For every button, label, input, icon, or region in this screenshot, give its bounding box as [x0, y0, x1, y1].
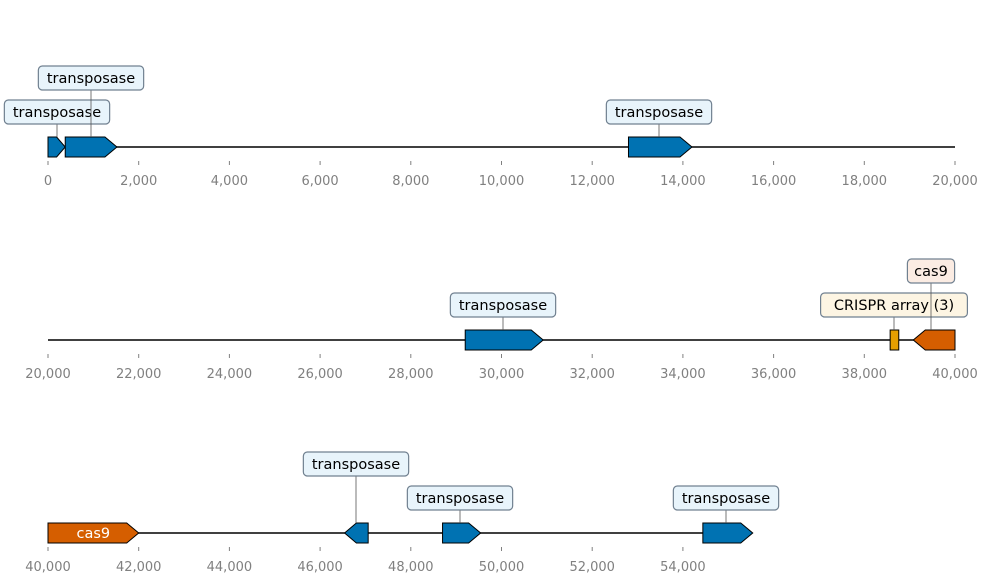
tick-label: 26,000 [297, 367, 343, 382]
transposase-feature[interactable] [47, 136, 66, 158]
feature-label-box [37, 65, 145, 91]
transposase-feature[interactable] [442, 522, 482, 544]
track-1: 0 2,000 4,000 6,000 8,000 10,000 12,000 14,000 1… [3, 65, 978, 189]
tick-label: 20,000 [932, 174, 978, 189]
tick-label: 40,000 [932, 367, 978, 382]
tick-label: 0 [44, 174, 52, 189]
feature-label: transposase [459, 298, 547, 314]
transposase-feature[interactable] [627, 136, 693, 158]
tick-label: 2,000 [120, 174, 157, 189]
track-2: 20,000 22,000 24,000 26,000 28,000 30,000 32,0… [25, 258, 978, 382]
tick-label: 30,000 [479, 367, 525, 382]
transposase-feature[interactable] [343, 522, 369, 544]
crispr-array-feature[interactable] [889, 329, 900, 351]
tick-label: 44,000 [207, 560, 253, 575]
tick-label: 42,000 [116, 560, 162, 575]
track-3: 40,000 42,000 44,000 46,000 48,000 50,000 52,0… [25, 451, 780, 575]
feature-label: transposase [47, 71, 135, 87]
tick-label: 18,000 [842, 174, 888, 189]
tick-label: 28,000 [388, 367, 434, 382]
tick-label: 48,000 [388, 560, 434, 575]
tick-label: 6,000 [301, 174, 338, 189]
tick-label: 24,000 [207, 367, 253, 382]
feature-label-box [302, 451, 410, 477]
tick-label: 32,000 [569, 367, 615, 382]
feature-label-box [449, 292, 557, 318]
tick-label: 54,000 [660, 560, 706, 575]
tick-label: 50,000 [479, 560, 525, 575]
feature-label: transposase [682, 491, 770, 507]
feature-label-box [406, 485, 514, 511]
tick-label: 16,000 [751, 174, 797, 189]
tick-label: 14,000 [660, 174, 706, 189]
feature-label: transposase [615, 105, 703, 121]
feature-label-box [672, 485, 780, 511]
tick-label: 36,000 [751, 367, 797, 382]
transposase-feature[interactable] [464, 329, 545, 351]
tick-label: 22,000 [116, 367, 162, 382]
cas9-feature[interactable] [47, 522, 140, 544]
cas9-feature[interactable] [912, 329, 956, 351]
tick-label: 8,000 [392, 174, 429, 189]
tick-label: 12,000 [569, 174, 615, 189]
feature-label: cas9 [914, 264, 948, 280]
feature-label: transposase [312, 457, 400, 473]
transposase-feature[interactable] [64, 136, 118, 158]
tick-label: 10,000 [479, 174, 525, 189]
feature-label: CRISPR array (3) [834, 298, 954, 314]
feature-inline-label: cas9 [77, 526, 111, 542]
feature-label-box [3, 99, 111, 125]
tick-label: 20,000 [25, 367, 71, 382]
transposase-feature[interactable] [702, 522, 754, 544]
tick-label: 52,000 [569, 560, 615, 575]
tick-label: 40,000 [25, 560, 71, 575]
tick-label: 38,000 [842, 367, 888, 382]
tick-label: 46,000 [297, 560, 343, 575]
tick-label: 34,000 [660, 367, 706, 382]
feature-label: transposase [13, 105, 101, 121]
feature-label: transposase [416, 491, 504, 507]
feature-label-box [906, 258, 956, 284]
feature-label-box [605, 99, 713, 125]
tick-label: 4,000 [211, 174, 248, 189]
